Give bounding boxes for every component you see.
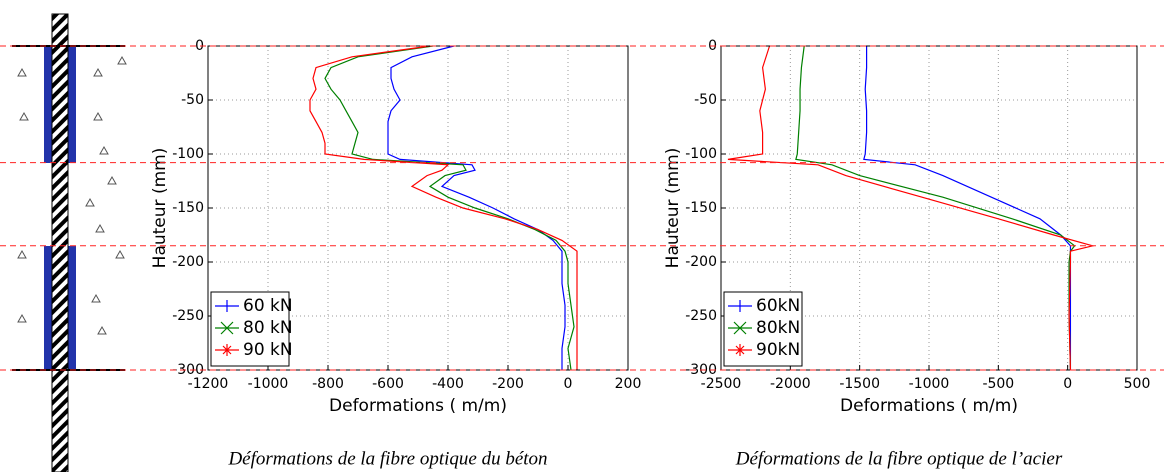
legend-label: 60 kN: [243, 296, 293, 316]
legend-marker: [728, 321, 752, 335]
y-tick-label: 0: [195, 38, 204, 54]
x-tick-label: -500: [982, 376, 1014, 392]
plot-frame: [207, 45, 629, 371]
x-tick-label: -2000: [770, 376, 811, 392]
y-tick-label: -250: [685, 308, 717, 324]
y-tick-label: -50: [694, 92, 717, 108]
legend-label: 90 kN: [243, 340, 293, 360]
y-tick-label: -50: [181, 92, 204, 108]
caption: Déformations de la fibre optique de l’ac…: [735, 448, 1063, 469]
x-axis-label: Deformations ( m/m): [840, 396, 1018, 416]
series-line: [324, 45, 575, 371]
y-tick-label: -150: [172, 200, 204, 216]
legend-label: 90kN: [756, 340, 800, 360]
steel-bar: [51, 13, 69, 472]
x-tick-label: -400: [432, 376, 464, 392]
y-axis-label: Hauteur (mm): [663, 148, 683, 269]
x-tick-label: -1500: [839, 376, 880, 392]
y-tick-label: -250: [172, 308, 204, 324]
y-tick-label: -300: [172, 362, 204, 378]
legend-marker: [728, 344, 752, 356]
y-tick-label: -200: [685, 254, 717, 270]
x-tick-label: -600: [372, 376, 404, 392]
legend-label: 80 kN: [243, 318, 293, 338]
x-tick-label: -1200: [188, 376, 229, 392]
legend-label: 60kN: [756, 296, 800, 316]
x-axis-label: Deformations ( m/m): [329, 396, 507, 416]
x-tick-label: -200: [492, 376, 524, 392]
x-tick-label: -1000: [248, 376, 289, 392]
x-tick-label: -800: [312, 376, 344, 392]
legend-marker: [215, 321, 239, 335]
series-line: [727, 45, 1096, 371]
y-tick-label: -100: [172, 146, 204, 162]
aggregates: [17, 55, 127, 335]
x-tick-label: 200: [615, 376, 642, 392]
schematic: [12, 13, 127, 472]
y-axis-label: Hauteur (mm): [150, 148, 170, 269]
legend-marker: [728, 300, 752, 312]
legend-marker: [215, 344, 239, 356]
x-tick-label: -2500: [701, 376, 742, 392]
x-tick-label: 0: [564, 376, 573, 392]
y-tick-label: -200: [172, 254, 204, 270]
legend-label: 80kN: [756, 318, 800, 338]
series-line: [309, 45, 578, 370]
plot-frame: [720, 45, 1138, 371]
y-tick-label: -100: [685, 146, 717, 162]
series-line: [387, 45, 566, 370]
caption: Déformations de la fibre optique du béto…: [227, 448, 547, 469]
x-tick-label: -1000: [909, 376, 950, 392]
y-tick-label: -150: [685, 200, 717, 216]
legend-marker: [215, 300, 239, 312]
x-tick-label: 0: [1063, 376, 1072, 392]
x-tick-label: 500: [1124, 376, 1151, 392]
